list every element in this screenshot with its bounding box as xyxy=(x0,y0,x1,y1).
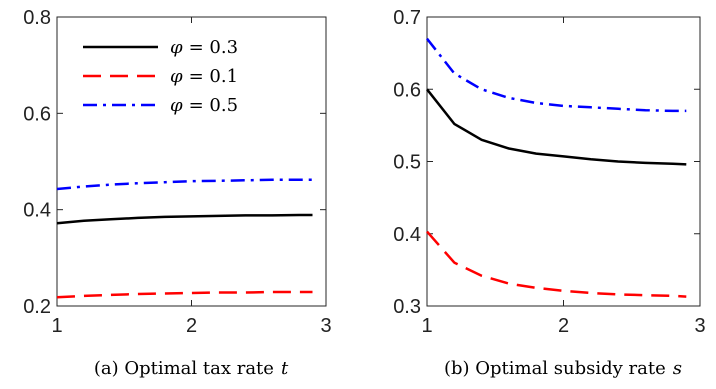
y-tick-label: 0.4 xyxy=(393,224,421,246)
legend-value: = 0.5 xyxy=(189,95,238,116)
legend-entry-label: φ = 0.1 xyxy=(170,66,238,87)
caption-variable: t xyxy=(281,358,289,379)
legend-entry-label: φ = 0.5 xyxy=(170,95,238,116)
y-tick-label: 0.2 xyxy=(23,296,51,318)
caption-variable: s xyxy=(673,358,682,379)
panel-caption: (b) Optimal subsidy rate s xyxy=(444,358,682,379)
x-tick-label: 3 xyxy=(694,315,705,337)
y-tick-label: 0.5 xyxy=(393,152,421,174)
series-line-dashed xyxy=(56,290,313,299)
y-tick-label: 0.3 xyxy=(393,296,421,318)
legend: φ = 0.3 φ = 0.1 φ = 0.5 xyxy=(83,37,238,116)
legend-value: = 0.3 xyxy=(189,37,238,58)
caption-text: (a) Optimal tax rate xyxy=(94,358,274,379)
plot-frame xyxy=(426,16,701,307)
plot-frame xyxy=(56,16,327,307)
legend-value: = 0.1 xyxy=(189,66,238,87)
series-line-solid xyxy=(426,88,687,166)
y-tick-label: 0.8 xyxy=(23,7,51,29)
panel-a: 0.2 0.4 0.6 0.8 1 2 3 φ = 0.3 φ = 0.1 φ = 0.5 (a) Opt… xyxy=(23,7,331,379)
x-tick-label: 1 xyxy=(421,315,432,337)
legend-symbol: φ xyxy=(170,66,183,87)
panel-b: 0.3 0.4 0.5 0.6 0.7 1 2 3 (b) Optimal subsidy ra… xyxy=(393,7,705,379)
y-tick-label: 0.7 xyxy=(393,7,421,29)
x-tick-label: 3 xyxy=(320,315,331,337)
legend-symbol: φ xyxy=(170,37,183,58)
x-tick-label: 2 xyxy=(558,315,569,337)
legend-entry-label: φ = 0.3 xyxy=(170,37,238,58)
legend-symbol: φ xyxy=(170,95,183,116)
y-tick-label: 0.6 xyxy=(393,79,421,101)
caption-text: (b) Optimal subsidy rate xyxy=(444,358,666,379)
x-tick-label: 2 xyxy=(186,315,197,337)
series-line-dashed xyxy=(426,230,687,298)
series-line-dashdot xyxy=(426,37,687,113)
panel-caption: (a) Optimal tax rate t xyxy=(94,358,289,379)
series-line-dashdot xyxy=(56,178,313,191)
y-tick-label: 0.4 xyxy=(23,200,51,222)
x-tick-label: 1 xyxy=(51,315,62,337)
y-tick-label: 0.6 xyxy=(23,103,51,125)
series-line-solid xyxy=(56,213,313,225)
